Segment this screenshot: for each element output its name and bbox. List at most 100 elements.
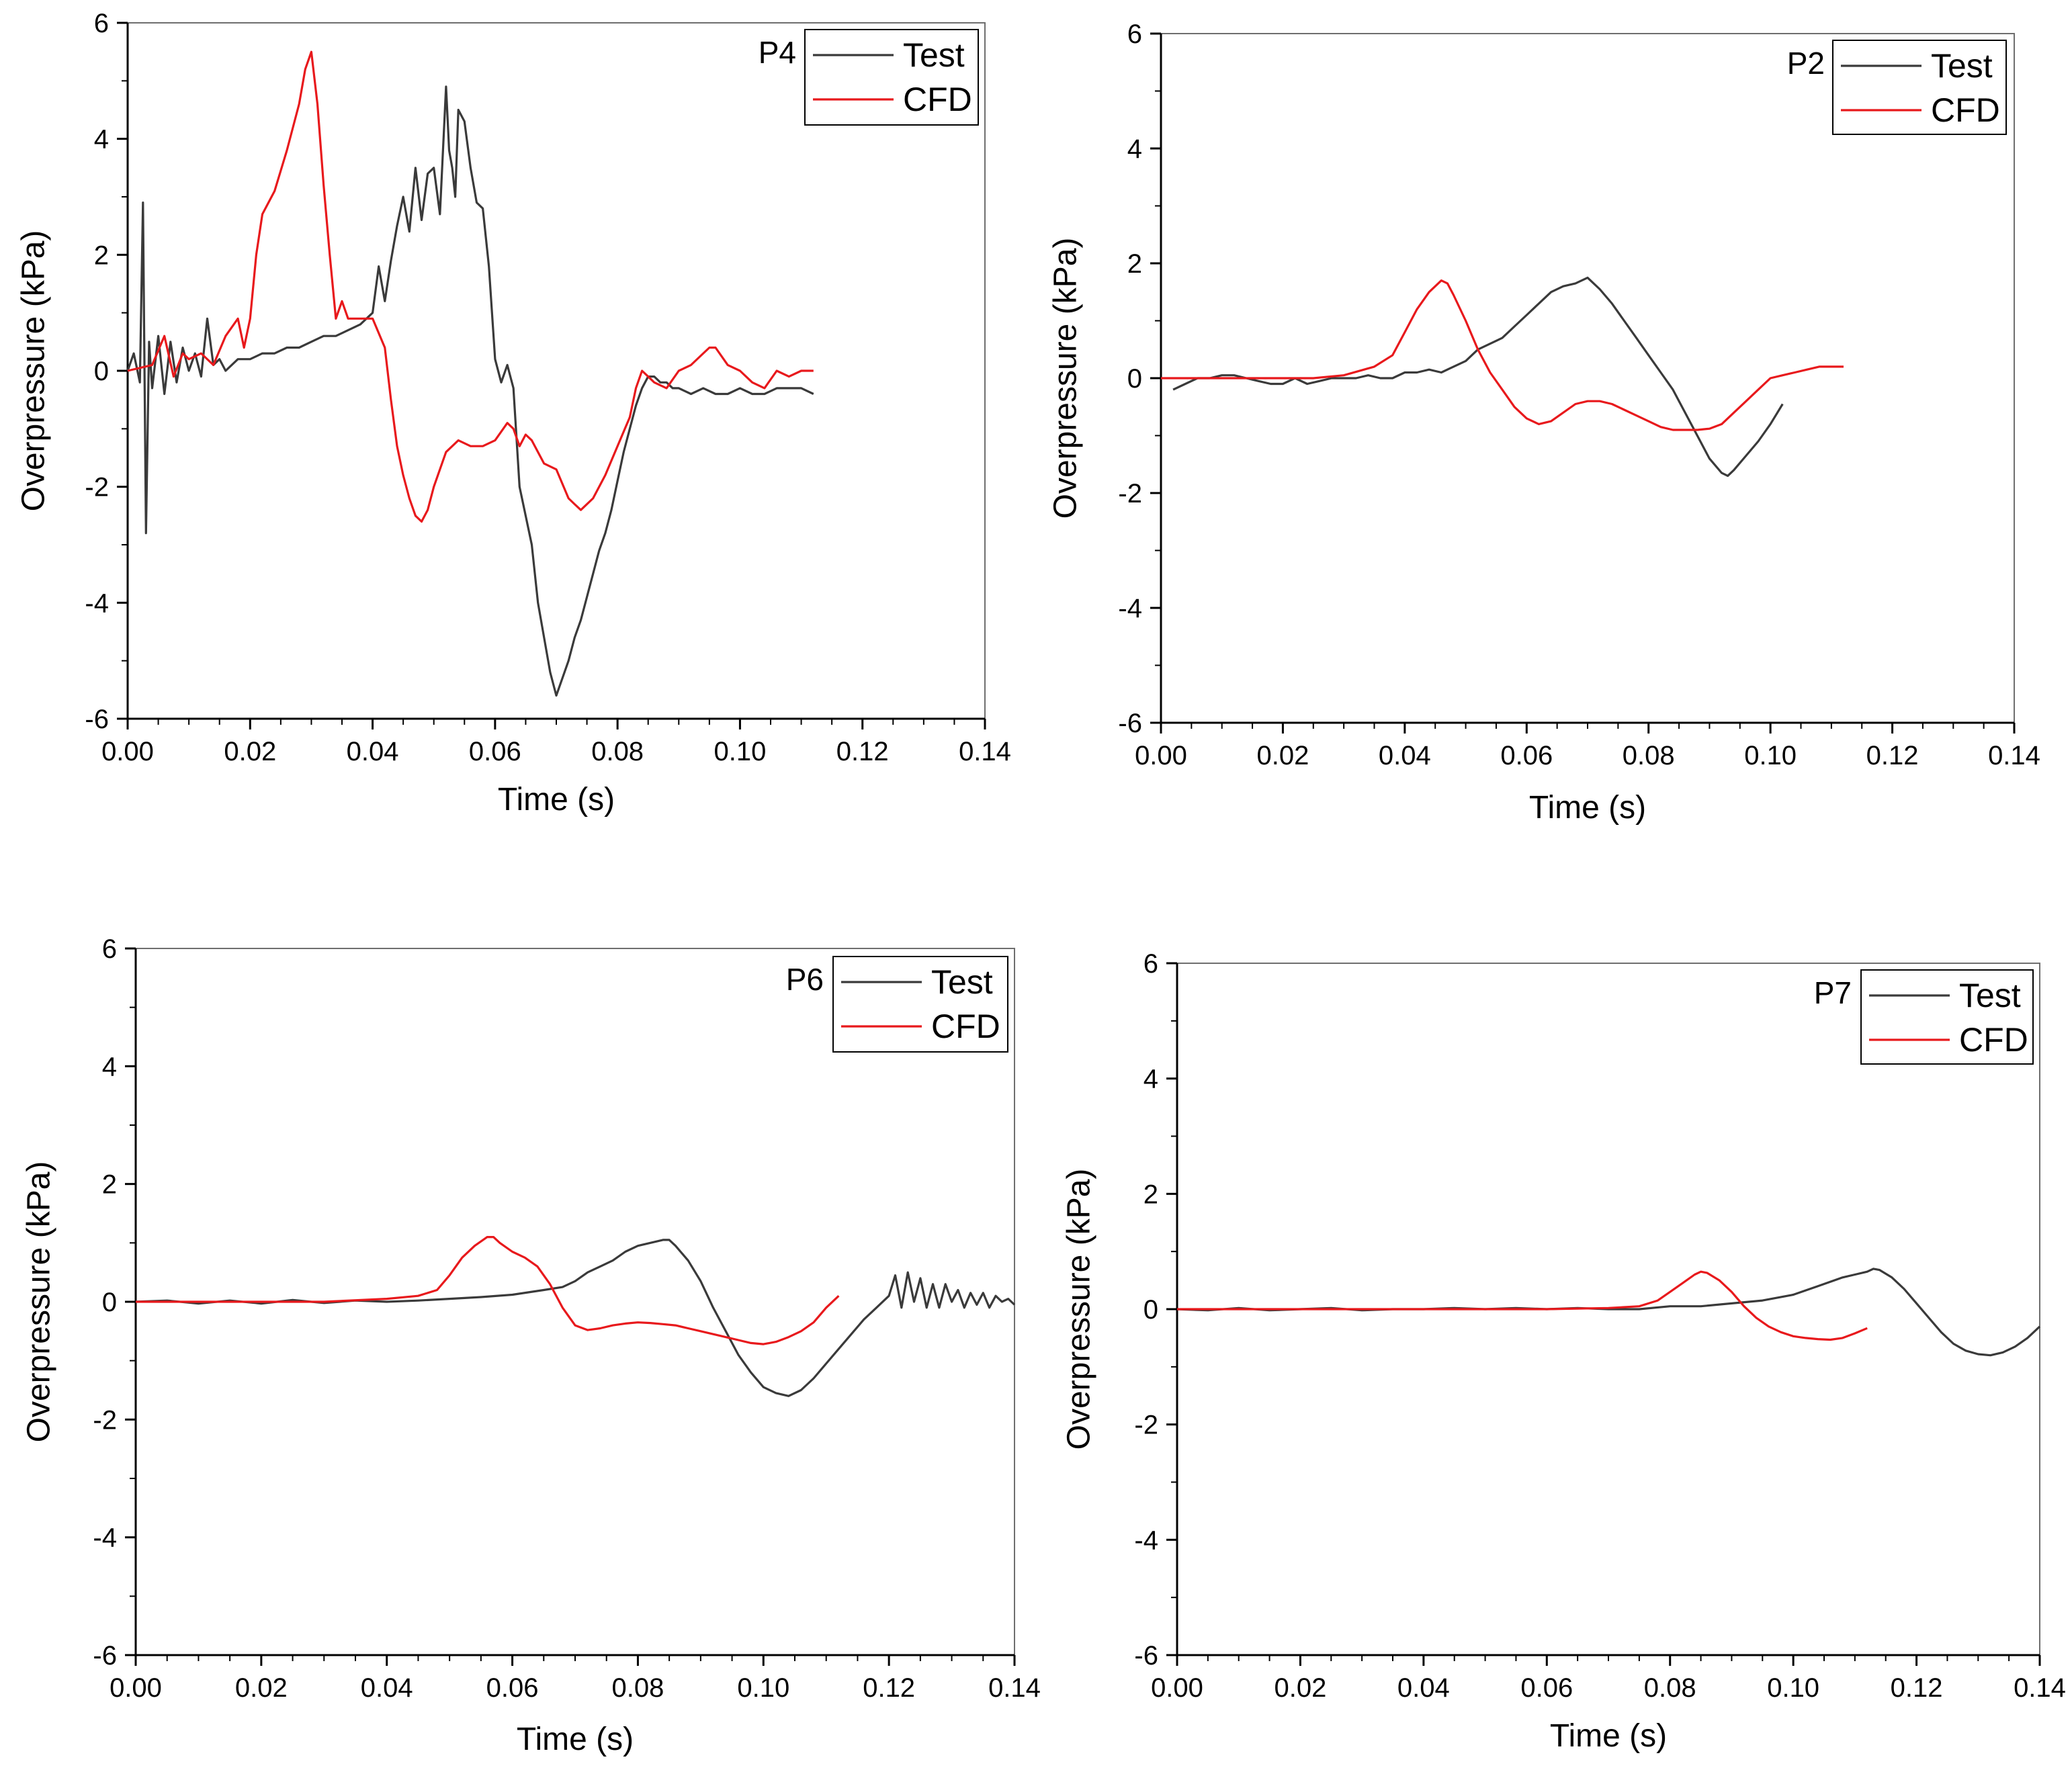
y-tick-label: 0: [1127, 364, 1142, 394]
plot-frame: [127, 22, 986, 719]
y-tick-label: 0: [1143, 1295, 1158, 1325]
x-tick-label: 0.08: [591, 737, 644, 766]
legend-box: [1832, 40, 2007, 135]
series-line-cfd: [1177, 1270, 1868, 1341]
y-axis-label: Overpressure (kPa): [21, 1161, 57, 1443]
legend: Test CFD: [832, 956, 1008, 1053]
x-tick-label: 0.14: [2014, 1673, 2066, 1703]
legend-label-cfd: CFD: [931, 1008, 1000, 1045]
series-line-cfd: [127, 50, 814, 523]
legend-box: [804, 29, 979, 126]
x-tick-label: 0.06: [1500, 741, 1553, 770]
legend: Test CFD: [1860, 969, 2034, 1065]
y-tick-label: -4: [1118, 594, 1142, 623]
series-line-test: [1176, 1268, 2041, 1357]
series-line-test: [126, 85, 814, 697]
y-tick-label: 4: [1127, 134, 1142, 164]
x-tick-label: 0.10: [1767, 1673, 1819, 1703]
probe-label: P4: [759, 35, 796, 70]
probe-label: P6: [786, 962, 824, 997]
y-tick-label: -6: [1134, 1641, 1158, 1671]
x-tick-label: 0.00: [1151, 1673, 1203, 1703]
x-tick-label: 0.02: [235, 1673, 288, 1703]
x-tick-label: 0.06: [469, 737, 521, 766]
y-tick-label: -2: [85, 473, 109, 502]
legend-label-test: Test: [931, 963, 993, 1001]
x-tick-label: 0.12: [1866, 741, 1919, 770]
x-tick-label: 0.14: [959, 737, 1011, 766]
x-tick-label: 0.00: [101, 737, 154, 766]
y-tick-label: -4: [1134, 1525, 1158, 1555]
y-tick-label: -2: [1134, 1411, 1158, 1440]
chart-panel-p4: 0.00 0.02 0.04 0.06 0.08 0.10 0.12 0.14 -6 -4 -2 0 2…: [16, 9, 1011, 817]
y-tick-label: 6: [94, 9, 109, 38]
y-tick-label: 6: [102, 934, 117, 964]
y-axis-label: Overpressure (kPa): [16, 230, 52, 512]
y-tick-label: -2: [93, 1405, 117, 1435]
x-tick-label: 0.02: [1274, 1673, 1326, 1703]
probe-label: P7: [1814, 975, 1852, 1010]
y-tick-label: 0: [94, 357, 109, 386]
x-tick-label: 0.08: [611, 1673, 664, 1703]
y-tick-label: 2: [1143, 1180, 1158, 1209]
probe-label: P2: [1787, 46, 1825, 81]
legend-label-cfd: CFD: [903, 81, 972, 118]
legend-label-cfd: CFD: [1959, 1021, 2028, 1059]
x-tick-label: 0.04: [1397, 1673, 1450, 1703]
y-tick-label: 2: [94, 240, 109, 270]
x-axis-label: Time (s): [1550, 1718, 1667, 1754]
legend-box: [1860, 969, 2034, 1065]
legend-box: [832, 956, 1008, 1053]
series-line-cfd: [136, 1235, 840, 1345]
y-tick-label: 0: [102, 1288, 117, 1317]
legend-label-test: Test: [1959, 977, 2021, 1014]
x-tick-label: 0.12: [863, 1673, 915, 1703]
legend-label-cfd: CFD: [1931, 91, 2000, 129]
y-tick-label: -4: [85, 588, 109, 618]
y-tick-label: 6: [1143, 949, 1158, 979]
chart-panel-p6: 0.00 0.02 0.04 0.06 0.08 0.10 0.12 0.14 -6 -4 -2 0 2…: [21, 934, 1041, 1757]
y-tick-label: 6: [1127, 19, 1142, 49]
legend: Test CFD: [1832, 40, 2007, 135]
x-tick-label: 0.10: [737, 1673, 789, 1703]
chart-panel-p7: 0.00 0.02 0.04 0.06 0.08 0.10 0.12 0.14 -6 -4 -2 0 2…: [1062, 949, 2066, 1754]
x-tick-label: 0.00: [110, 1673, 162, 1703]
x-tick-label: 0.06: [486, 1673, 539, 1703]
x-tick-label: 0.04: [347, 737, 399, 766]
legend: Test CFD: [804, 29, 979, 126]
series-line-cfd: [1161, 279, 1844, 431]
y-tick-label: 4: [1143, 1065, 1158, 1094]
x-axis-label: Time (s): [517, 1722, 634, 1757]
x-tick-label: 0.12: [836, 737, 889, 766]
x-tick-label: 0.04: [1379, 741, 1431, 770]
y-tick-label: -6: [93, 1641, 117, 1671]
x-tick-label: 0.02: [1256, 741, 1309, 770]
x-tick-label: 0.00: [1135, 741, 1187, 770]
x-tick-label: 0.14: [988, 1673, 1041, 1703]
x-tick-label: 0.06: [1520, 1673, 1573, 1703]
y-axis-label: Overpressure (kPa): [1062, 1169, 1097, 1450]
x-tick-label: 0.08: [1623, 741, 1675, 770]
y-tick-label: 4: [102, 1052, 117, 1081]
x-axis-label: Time (s): [1529, 790, 1646, 826]
x-tick-label: 0.14: [1988, 741, 2040, 770]
series-line-test: [135, 1239, 1016, 1397]
x-axis-label: Time (s): [498, 782, 615, 817]
y-tick-label: -6: [1118, 709, 1142, 738]
y-axis-label: Overpressure (kPa): [1048, 238, 1084, 519]
series-line-test: [1172, 276, 1784, 478]
x-tick-label: 0.04: [361, 1673, 413, 1703]
y-tick-label: -6: [85, 705, 109, 734]
y-tick-label: 2: [1127, 249, 1142, 279]
x-tick-label: 0.10: [714, 737, 766, 766]
y-tick-label: -4: [93, 1523, 117, 1553]
legend-label-test: Test: [1931, 47, 1993, 85]
legend-label-test: Test: [903, 36, 965, 74]
chart-panel-p2: 0.00 0.02 0.04 0.06 0.08 0.10 0.12 0.14 -6 -4 -2 0 2…: [1048, 19, 2040, 826]
x-tick-label: 0.10: [1744, 741, 1797, 770]
y-tick-label: 4: [94, 125, 109, 154]
x-tick-label: 0.02: [224, 737, 276, 766]
x-tick-label: 0.12: [1891, 1673, 1943, 1703]
y-tick-label: -2: [1118, 479, 1142, 508]
